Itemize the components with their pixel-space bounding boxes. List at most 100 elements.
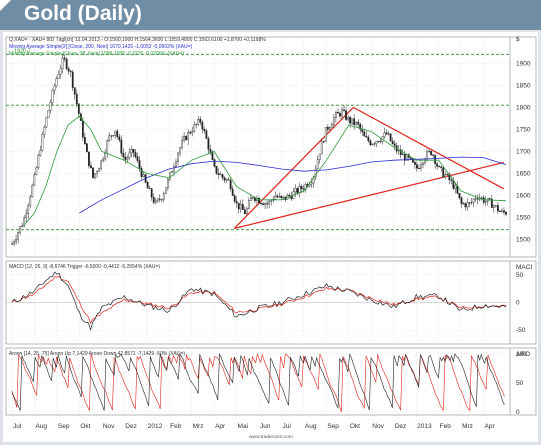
candle-body bbox=[466, 202, 469, 208]
panel-frame-1 bbox=[5, 36, 537, 258]
candle-body bbox=[383, 132, 386, 137]
candle-body bbox=[37, 155, 40, 169]
candle-body bbox=[474, 198, 477, 200]
candle-body bbox=[264, 203, 266, 206]
candle-body bbox=[499, 210, 501, 212]
candle-body bbox=[57, 74, 60, 79]
candle-body bbox=[339, 112, 341, 117]
candle-body bbox=[320, 141, 323, 155]
candle-body bbox=[420, 164, 422, 169]
x-tick-label: Aug bbox=[305, 423, 317, 430]
candle-body bbox=[43, 126, 46, 135]
candle-body bbox=[494, 205, 497, 207]
candle-body bbox=[15, 239, 17, 243]
candle-body bbox=[53, 85, 56, 91]
candle-body bbox=[65, 58, 68, 69]
candle-body bbox=[209, 149, 212, 153]
candle-body bbox=[337, 112, 339, 114]
candle-body bbox=[241, 204, 244, 210]
candle-body bbox=[29, 196, 32, 206]
candle-body bbox=[426, 151, 428, 160]
candle-body bbox=[235, 201, 238, 204]
ma200-info-line: Moving Average Simple[2] [Close, 200, Ne… bbox=[9, 44, 193, 50]
candle-body bbox=[92, 167, 94, 178]
x-tick-label: Apr bbox=[215, 423, 226, 430]
candle-body bbox=[23, 217, 26, 227]
candle-body bbox=[191, 131, 194, 134]
candle-body bbox=[318, 153, 321, 160]
x-tick-label: Feb bbox=[170, 423, 182, 430]
candle-body bbox=[409, 157, 412, 159]
candle-body bbox=[428, 150, 430, 152]
candle-body bbox=[446, 173, 449, 176]
candle-body bbox=[45, 117, 48, 128]
chart-title: Gold (Daily) bbox=[24, 2, 142, 25]
candle-body bbox=[296, 188, 299, 194]
candle-body bbox=[173, 166, 175, 173]
candle-body bbox=[454, 185, 457, 189]
candle-body bbox=[61, 57, 64, 70]
aroon-panel-label: ARO bbox=[516, 351, 530, 358]
x-tick-label: Okt bbox=[80, 423, 90, 430]
candle-body bbox=[434, 155, 437, 164]
candle-body bbox=[51, 90, 54, 103]
candle-body bbox=[375, 141, 378, 144]
candle-body bbox=[229, 179, 232, 190]
candle-body bbox=[294, 188, 297, 193]
candle-body bbox=[312, 176, 315, 184]
candle-body bbox=[357, 121, 360, 125]
candle-body bbox=[71, 71, 74, 88]
candle-body bbox=[239, 204, 242, 210]
title-bar: Gold (Daily) bbox=[0, 0, 541, 30]
candle-body bbox=[308, 184, 311, 187]
aroon-info-line: Aroon [14, 25, 75] Aroon Up 7,1429 Aroon… bbox=[9, 351, 185, 357]
candle-body bbox=[69, 70, 72, 73]
x-tick-label: 2013 bbox=[417, 423, 432, 430]
x-tick-label: Aug bbox=[35, 423, 47, 430]
candle-body bbox=[175, 161, 177, 167]
candle-body bbox=[258, 198, 260, 204]
candle-body bbox=[492, 205, 495, 208]
candle-body bbox=[132, 149, 135, 153]
candle-body bbox=[187, 131, 190, 141]
y-tick-label: 1800 bbox=[516, 104, 531, 111]
candle-body bbox=[193, 124, 196, 132]
candle-body bbox=[166, 179, 169, 188]
candle-body bbox=[205, 130, 208, 139]
candle-body bbox=[436, 163, 439, 167]
candle-body bbox=[438, 166, 441, 168]
candle-body bbox=[328, 127, 331, 130]
aroon-up-line bbox=[11, 353, 505, 411]
candle-body bbox=[268, 201, 271, 205]
candle-body bbox=[262, 203, 264, 206]
candle-body bbox=[385, 132, 388, 135]
candle-body bbox=[17, 232, 19, 240]
candle-body bbox=[152, 197, 155, 203]
candle-body bbox=[369, 140, 372, 145]
candle-body bbox=[201, 122, 204, 130]
chart-area: Jul Aug Sep Okt Nov Dez 2012 Feb Mrz Apr Mai Jun Jul… bbox=[3, 32, 538, 442]
candle-body bbox=[185, 136, 188, 141]
ma200-line bbox=[79, 156, 507, 214]
candle-body bbox=[162, 193, 165, 200]
candle-body bbox=[254, 197, 256, 201]
candle-body bbox=[207, 138, 210, 150]
candle-body bbox=[389, 133, 392, 142]
panel-frame-3 bbox=[5, 347, 537, 416]
candle-body bbox=[217, 173, 220, 175]
candle-body bbox=[21, 225, 24, 227]
candle-body bbox=[462, 203, 465, 205]
candle-body bbox=[379, 141, 382, 143]
candle-body bbox=[401, 153, 404, 155]
ma38-line bbox=[22, 115, 507, 227]
candle-body bbox=[39, 150, 42, 156]
candle-body bbox=[484, 200, 487, 203]
candle-body bbox=[450, 179, 453, 181]
candle-body bbox=[63, 57, 66, 60]
candle-body bbox=[106, 140, 109, 154]
candle-body bbox=[276, 195, 279, 198]
y-tick-label: 1500 bbox=[516, 236, 531, 243]
candle-body bbox=[282, 196, 285, 199]
candle-body bbox=[116, 130, 119, 137]
x-tick-label: Okt bbox=[350, 423, 360, 430]
